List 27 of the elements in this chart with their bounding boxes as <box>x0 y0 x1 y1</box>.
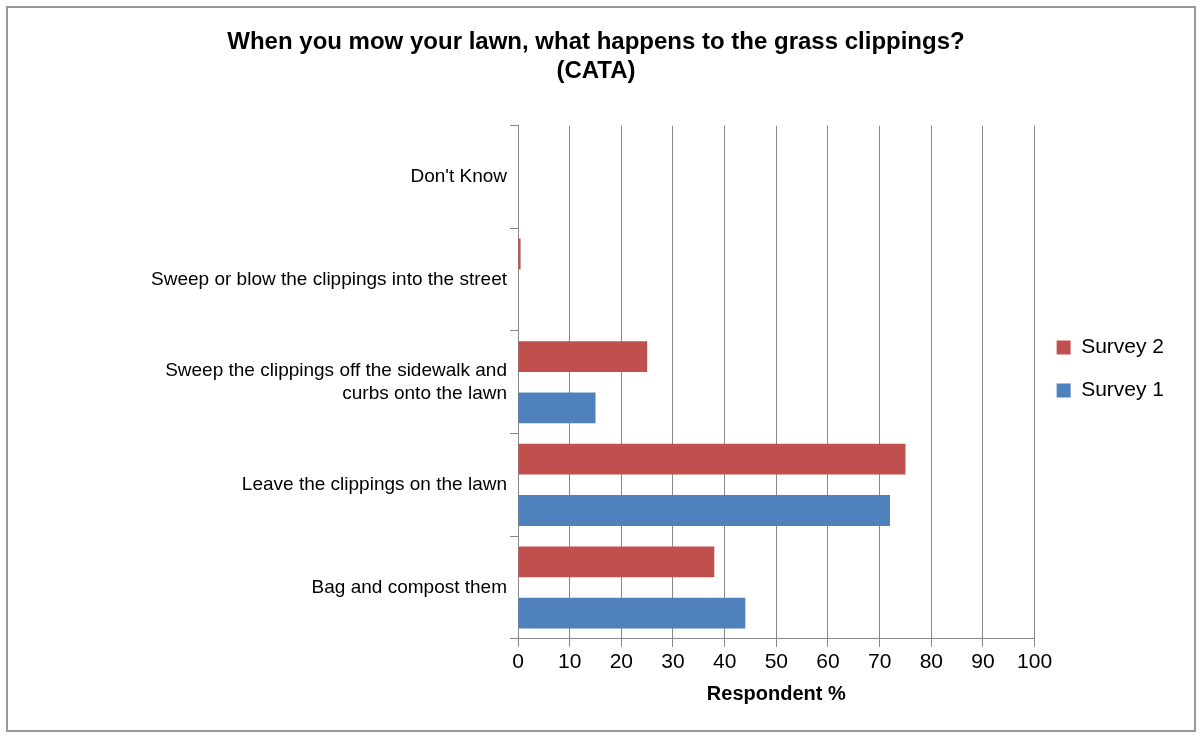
chart-title: When you mow your lawn, what happens to the grass clippings? (CATA) <box>227 27 965 83</box>
x-tick-label: 90 <box>971 649 995 673</box>
legend-label: Survey 1 <box>1081 377 1164 401</box>
bar <box>518 495 890 526</box>
y-tick-label: Bag and compost them <box>311 575 507 597</box>
bar <box>518 238 521 270</box>
x-tick-label: 70 <box>867 649 892 673</box>
x-tick-label: 0 <box>512 649 524 673</box>
bar <box>518 443 906 475</box>
x-tick-label: 20 <box>609 649 634 673</box>
legend-label: Survey 2 <box>1081 334 1164 358</box>
x-tick-label: 10 <box>557 649 582 673</box>
bar <box>518 341 648 372</box>
x-tick-label: 80 <box>919 649 943 673</box>
bar <box>518 392 596 424</box>
y-tick-label: Sweep or blow the clippings into the street <box>151 267 508 289</box>
x-tick-label: 40 <box>712 649 737 673</box>
y-tick-label: Don't Know <box>410 165 508 187</box>
x-tick-label: 60 <box>816 649 840 673</box>
bar <box>518 597 746 629</box>
y-tick-label: Leave the clippings on the lawn <box>241 473 507 495</box>
x-tick-label: 100 <box>1017 649 1053 673</box>
x-tick-label: 50 <box>764 649 788 673</box>
y-tick-label: Sweep the clippings off the sidewalk and curbs onto the lawn <box>165 359 507 403</box>
x-axis-title: Respondent % <box>706 681 846 704</box>
x-tick-label: 30 <box>661 649 685 673</box>
bar <box>518 546 715 578</box>
